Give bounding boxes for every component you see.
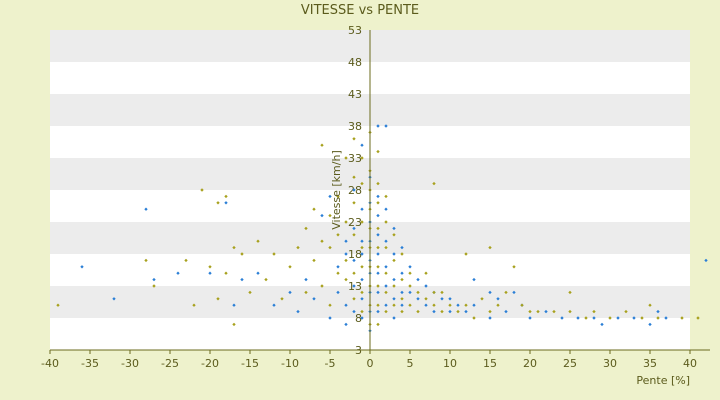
data-point-series-1 [528, 316, 532, 320]
data-point-series-2 [696, 316, 700, 320]
data-point-series-2 [536, 309, 540, 314]
data-point-series-2 [232, 322, 236, 327]
x-tick-label: 0 [367, 357, 374, 370]
x-tick-label: -40 [41, 357, 59, 370]
data-point-series-1 [376, 124, 380, 128]
x-tick-label: 35 [643, 357, 657, 370]
data-point-series-1 [80, 265, 84, 269]
x-tick-label: 30 [603, 357, 617, 370]
data-point-series-1 [176, 271, 180, 275]
data-point-series-1 [144, 207, 148, 211]
data-point-series-2 [528, 309, 532, 314]
x-tick-label: -30 [121, 357, 139, 370]
data-point-series-1 [240, 277, 244, 282]
x-tick-label: -10 [281, 357, 299, 370]
data-point-series-2 [192, 303, 196, 307]
data-point-series-1 [656, 309, 660, 314]
x-tick-label: 15 [483, 357, 497, 370]
data-point-series-1 [112, 297, 116, 301]
data-point-series-2 [216, 297, 220, 301]
data-point-series-2 [608, 316, 612, 320]
data-point-series-2 [640, 316, 644, 320]
x-tick-label: -15 [241, 357, 259, 370]
data-point-series-2 [584, 316, 588, 320]
data-point-series-2 [680, 316, 684, 320]
data-point-series-2 [216, 201, 220, 205]
data-point-series-2 [624, 309, 628, 314]
x-tick-label: 20 [523, 357, 537, 370]
x-tick-label: -25 [161, 357, 179, 370]
data-point-series-2 [568, 309, 572, 314]
data-point-series-2 [552, 309, 556, 314]
data-point-series-1 [232, 303, 236, 307]
data-point-series-2 [152, 284, 156, 288]
data-point-series-2 [56, 303, 60, 307]
data-point-series-1 [208, 271, 212, 275]
x-tick-label: -20 [201, 357, 219, 370]
data-point-series-1 [592, 316, 596, 320]
x-tick-label: 40 [683, 357, 697, 370]
y-tick-label: 23 [348, 216, 362, 229]
data-point-series-1 [616, 316, 620, 320]
data-point-series-2 [184, 258, 188, 263]
y-tick-label: 33 [348, 152, 362, 165]
data-point-series-2 [144, 258, 148, 263]
data-point-series-1 [152, 277, 156, 282]
data-point-series-1 [544, 309, 548, 314]
x-tick-label: 25 [563, 357, 577, 370]
data-point-series-2 [520, 303, 524, 307]
data-point-series-1 [384, 124, 388, 128]
data-point-series-2 [592, 309, 596, 314]
data-point-series-2 [648, 303, 652, 307]
data-point-series-1 [632, 316, 636, 320]
data-point-series-2 [240, 252, 244, 256]
data-point-series-1 [224, 201, 228, 205]
data-point-series-1 [664, 316, 668, 320]
data-point-series-2 [224, 271, 228, 275]
data-point-series-2 [224, 194, 228, 199]
data-point-series-1 [576, 316, 580, 320]
chart-title: VITESSE vs PENTE [301, 3, 419, 18]
x-tick-labels: -40 -35 -30 -25 -20 -15 -10 -5 0 5 10 15 20 25 30 35 40 [41, 357, 697, 370]
x-tick-label: -35 [81, 357, 99, 370]
axes [49, 30, 710, 354]
y-tick-label: 8 [355, 312, 362, 325]
y-tick-label: 18 [348, 248, 362, 261]
data-point-series-2 [248, 290, 252, 295]
x-tick-label: 5 [407, 357, 414, 370]
data-point-series-2 [200, 188, 204, 192]
data-point-series-1 [704, 258, 708, 263]
x-axis-label: Pente [%] [636, 374, 690, 387]
data-point-series-2 [208, 265, 212, 269]
y-tick-label: 53 [348, 24, 362, 37]
y-tick-label: 38 [348, 120, 362, 133]
data-point-series-1 [560, 316, 564, 320]
x-tick-label: -5 [325, 357, 336, 370]
y-tick-label: 43 [348, 88, 362, 101]
y-tick-label: 48 [348, 56, 362, 69]
x-tick-label: 10 [443, 357, 457, 370]
y-axis-label: Vitesse [km/h] [330, 150, 343, 230]
data-point-series-2 [656, 316, 660, 320]
